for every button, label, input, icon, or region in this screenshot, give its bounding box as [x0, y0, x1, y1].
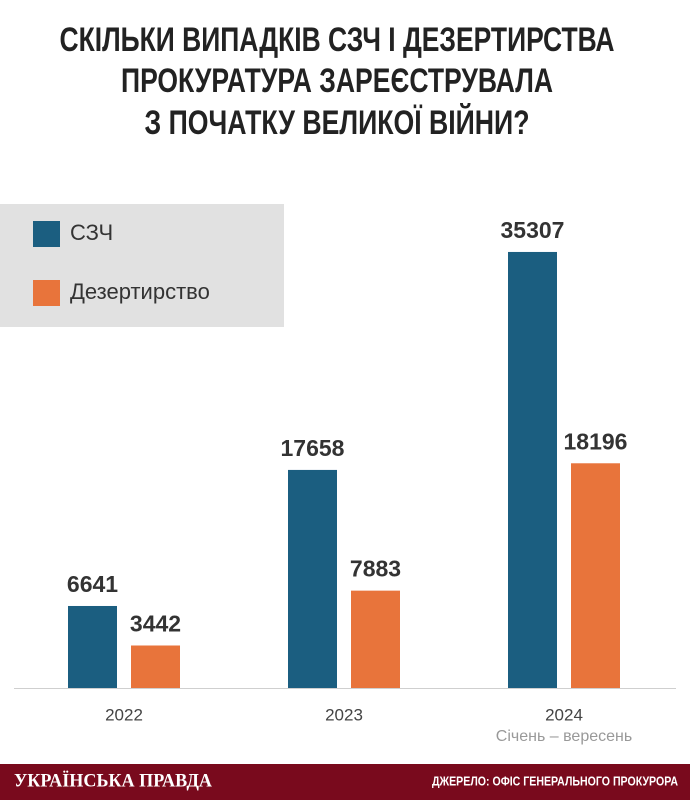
legend-swatch [33, 221, 60, 247]
source: ДЖЕРЕЛО: ОФІС ГЕНЕРАЛЬНОГО ПРОКУРОРА [432, 773, 678, 788]
brand: УКРАЇНСЬКА ПРАВДА [14, 770, 212, 791]
legend-swatch [33, 280, 60, 306]
data-label: 3442 [130, 611, 181, 637]
footer-bar [0, 764, 690, 800]
bar [68, 605, 117, 688]
legend-label: СЗЧ [70, 220, 113, 245]
x-tick-label: 2022 [105, 705, 143, 724]
data-label: 6641 [67, 571, 118, 597]
x-tick-label: 2024 [545, 705, 583, 724]
legend-label: Дезертирство [70, 279, 210, 304]
chart-title: З ПОЧАТКУ ВЕЛИКОЇ ВІЙНИ? [145, 103, 530, 142]
bar [508, 251, 557, 688]
data-label: 7883 [350, 556, 401, 582]
data-label: 17658 [281, 435, 345, 461]
bar [131, 645, 180, 688]
annotation: Січень – вересень [496, 728, 632, 745]
bar [571, 463, 620, 688]
chart-title: СКІЛЬКИ ВИПАДКІВ СЗЧ І ДЕЗЕРТИРСТВА [60, 21, 615, 59]
data-label: 18196 [564, 428, 628, 454]
bar [288, 469, 337, 688]
data-label: 35307 [501, 217, 565, 243]
bar [351, 590, 400, 688]
x-tick-label: 2023 [325, 705, 363, 724]
chart-title: ПРОКУРАТУРА ЗАРЕЄСТРУВАЛА [121, 62, 553, 100]
